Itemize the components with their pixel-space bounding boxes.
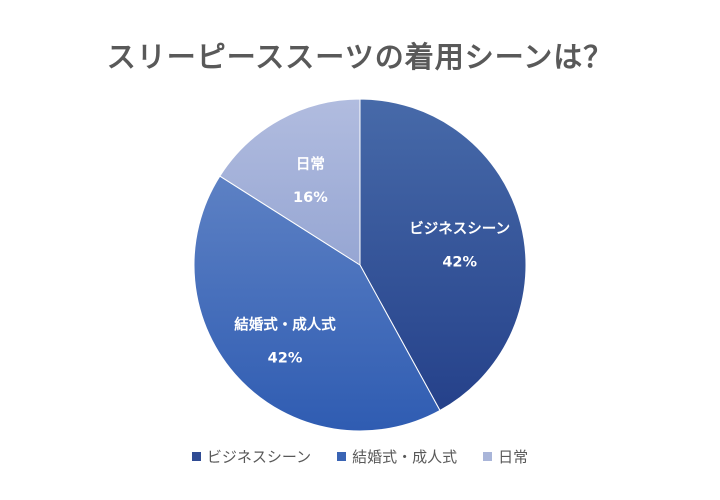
- slice-category-label: 日常: [296, 155, 325, 173]
- slice-category-label: ビジネスシーン: [409, 220, 510, 237]
- chart-title: スリーピーススーツの着用シーンは？: [106, 40, 614, 74]
- legend: ビジネスシーン 結婚式・成人式 日常: [0, 446, 720, 467]
- legend-item: 結婚式・成人式: [337, 446, 457, 467]
- legend-swatch: [483, 452, 493, 461]
- legend-item: 日常: [483, 446, 528, 467]
- slice-value-label: 42%: [268, 351, 303, 367]
- pie-slice-2: [219, 98, 361, 266]
- slice-value-label: 16%: [293, 190, 328, 206]
- slice-value-label: 42%: [442, 254, 477, 270]
- legend-label: 日常: [498, 448, 529, 466]
- legend-swatch: [337, 452, 347, 461]
- pie-slice-0: [359, 98, 527, 412]
- pie-slice-1: [193, 175, 441, 432]
- legend-swatch: [191, 452, 201, 461]
- slice-category-label: 結婚式・成人式: [234, 316, 336, 334]
- legend-item: ビジネスシーン: [191, 446, 312, 467]
- legend-label: ビジネスシーン: [206, 448, 312, 466]
- legend-label: 結婚式・成人式: [352, 448, 458, 466]
